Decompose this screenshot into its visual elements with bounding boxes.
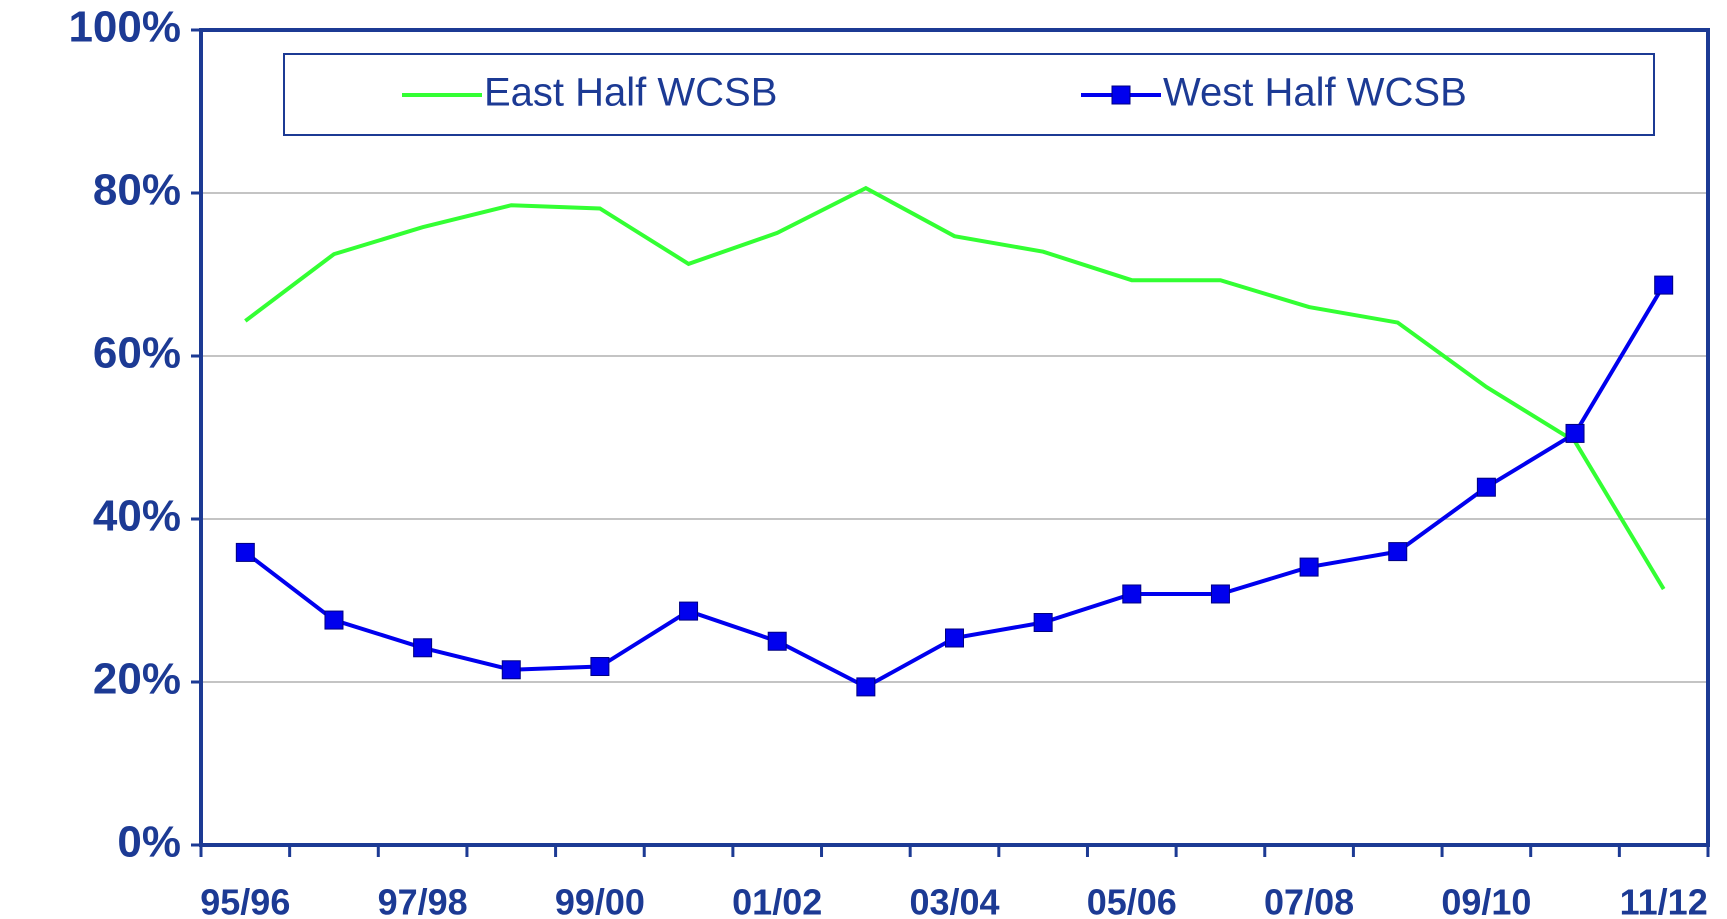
plot-frame xyxy=(199,28,1710,847)
marker xyxy=(324,610,344,630)
x-tick-label: 01/02 xyxy=(732,882,822,919)
series-line xyxy=(244,284,1666,690)
marker xyxy=(1210,584,1230,604)
x-tick-label: 03/04 xyxy=(909,882,999,919)
x-tick-label: 95/96 xyxy=(200,882,290,919)
y-tick-label: 20% xyxy=(93,655,181,704)
marker xyxy=(590,657,610,677)
marker xyxy=(1565,423,1585,443)
marker xyxy=(856,677,876,697)
marker xyxy=(1299,557,1319,577)
marker xyxy=(413,638,433,658)
marker xyxy=(1476,477,1496,497)
y-tick-label: 40% xyxy=(93,492,181,541)
x-tick-label: 11/12 xyxy=(1620,882,1708,919)
y-tick-label: 100% xyxy=(68,3,181,52)
x-tick-label: 05/06 xyxy=(1087,882,1177,919)
x-tick-label: 97/98 xyxy=(378,882,468,919)
marker xyxy=(679,601,699,621)
marker xyxy=(235,542,255,562)
x-tick-label: 09/10 xyxy=(1441,882,1531,919)
marker xyxy=(501,660,521,680)
x-tick-label: 07/08 xyxy=(1264,882,1354,919)
marker xyxy=(945,628,964,648)
legend-marker xyxy=(1111,85,1131,105)
y-tick-label: 60% xyxy=(93,329,181,378)
marker xyxy=(1122,584,1142,604)
y-tick-label: 80% xyxy=(93,166,181,215)
y-tick-label: 0% xyxy=(117,818,181,867)
marker xyxy=(1388,542,1408,562)
legend-label: East Half WCSB xyxy=(484,71,777,115)
legend-label: West Half WCSB xyxy=(1163,71,1467,115)
series-line xyxy=(244,185,1666,591)
x-tick-label: 99/00 xyxy=(555,882,645,919)
marker xyxy=(1033,613,1053,633)
marker xyxy=(1654,275,1674,295)
legend-box xyxy=(283,53,1655,136)
marker xyxy=(767,631,787,651)
